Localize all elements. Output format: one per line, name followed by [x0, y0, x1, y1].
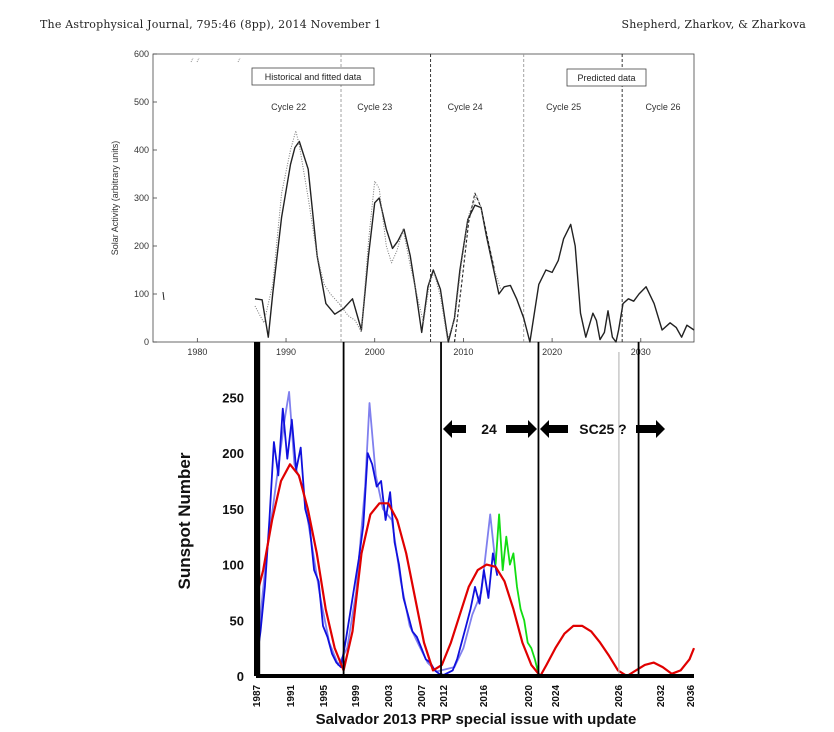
solar-activity-chart: 0 100 200 300 400 500 600 1980 1990 2000 2010 2020 2… [110, 49, 695, 357]
top-y-tick-label: 400 [134, 145, 149, 155]
sunspot-series-line [255, 407, 499, 676]
bottom-x-tick-label: 2036 [686, 684, 697, 707]
sunspot-series-line [494, 513, 539, 671]
right-arrow-icon [636, 420, 665, 438]
bottom-x-tick-label: 2003 [384, 684, 395, 707]
bottom-x-tick-label: 2032 [656, 684, 667, 707]
bottom-chart-title: Salvador 2013 PRP special issue with upd… [316, 711, 637, 728]
bottom-x-tick-label: 2012 [439, 684, 450, 707]
cycle-label: Cycle 24 [448, 102, 483, 112]
bottom-y-tick-label: 200 [222, 446, 244, 461]
top-y-tick-label: 200 [134, 241, 149, 251]
bottom-y-tick-label: 250 [222, 390, 244, 405]
bottom-y-axis-label: Sunspot Number [175, 452, 194, 589]
bottom-x-tick-label: 1987 [252, 684, 263, 707]
top-y-tick-label: 300 [134, 193, 149, 203]
early-data-mark [162, 291, 165, 301]
cycle-label: Cycle 26 [645, 102, 680, 112]
top-y-tick-label: 600 [134, 49, 149, 59]
top-x-tick-label: 1990 [276, 347, 296, 357]
top-series-dashed-line [453, 192, 496, 343]
cycle-label: Cycle 23 [357, 102, 392, 112]
bottom-y-tick-label: 150 [222, 502, 244, 517]
top-x-tick-label: 2020 [542, 347, 562, 357]
cycle-label: Cycle 25 [546, 102, 581, 112]
bottom-y-tick-label: 50 [230, 613, 244, 628]
bottom-y-tick-label: 100 [222, 558, 244, 573]
top-series-solid-line [254, 140, 695, 343]
bottom-x-tick-label: 1991 [286, 684, 297, 707]
clipped-data-marks [190, 57, 241, 63]
top-x-tick-label: 2000 [365, 347, 385, 357]
top-x-tick-label: 2010 [453, 347, 473, 357]
sunspot-series-line [254, 463, 696, 678]
cycle-24-annotation: 24 [443, 420, 537, 438]
top-series-dotted-line [254, 130, 502, 341]
top-plot-frame [152, 53, 695, 343]
bottom-y-tick-label: 0 [237, 669, 244, 684]
legend-box-historical: Historical and fitted data [251, 67, 375, 86]
top-x-tick-label: 2030 [631, 347, 651, 357]
top-y-tick-label: 100 [134, 289, 149, 299]
top-x-tick-label: 1980 [187, 347, 207, 357]
cycle-label: Cycle 22 [271, 102, 306, 112]
left-arrow-icon [540, 420, 568, 438]
bottom-x-tick-label: 2007 [417, 684, 428, 707]
legend-historical-label: Historical and fitted data [265, 72, 362, 82]
bottom-x-tick-label: 2020 [524, 684, 535, 707]
sunspot-number-chart: 0 50 100 150 200 250 1987 1991 1995 1999 2003 2007 2… [175, 342, 697, 728]
legend-box-predicted: Predicted data [566, 68, 647, 87]
bottom-x-tick-label: 2016 [479, 684, 490, 707]
bottom-x-tick-label: 2026 [614, 684, 625, 707]
authors-header: Shepherd, Zharkov, & Zharkova [621, 18, 806, 31]
right-arrow-icon [506, 420, 537, 438]
top-y-tick-label: 500 [134, 97, 149, 107]
cycle-24-label: 24 [481, 421, 497, 437]
journal-header: The Astrophysical Journal, 795:46 (8pp),… [40, 18, 382, 31]
top-y-tick-label: 0 [144, 337, 149, 347]
sc25-annotation: SC25 ? [540, 420, 665, 438]
bottom-x-tick-label: 1999 [351, 684, 362, 707]
bottom-x-tick-label: 1995 [319, 684, 330, 707]
top-y-axis-label: Solar Activity (arbitrary units) [110, 141, 120, 256]
legend-predicted-label: Predicted data [577, 73, 635, 83]
bottom-x-tick-label: 2024 [551, 684, 562, 707]
left-arrow-icon [443, 420, 466, 438]
sc25-label: SC25 ? [579, 421, 626, 437]
